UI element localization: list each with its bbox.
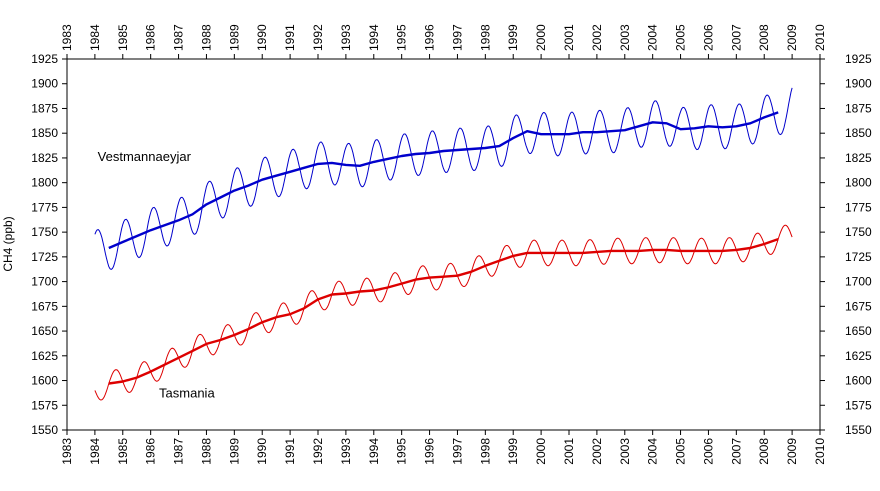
y-tick-label-right: 1725 (845, 250, 872, 264)
x-tick-label-top: 1986 (144, 24, 158, 51)
annotation-tasmania: Tasmania (159, 385, 215, 400)
x-tick-label-top: 1991 (283, 24, 297, 51)
x-tick-label-bottom: 1999 (506, 438, 520, 465)
axis-ticks (62, 54, 825, 435)
y-tick-label-right: 1800 (845, 176, 872, 190)
x-tick-label-top: 1998 (478, 24, 492, 51)
y-tick-label-left: 1825 (31, 151, 58, 165)
y-axis-title: CH4 (ppb) (1, 216, 15, 271)
x-tick-label-top: 2002 (590, 24, 604, 51)
annotation-vestmannaeyjar: Vestmannaeyjar (98, 149, 192, 164)
x-tick-label-bottom: 2003 (618, 438, 632, 465)
x-tick-label-bottom: 1987 (172, 438, 186, 465)
y-tick-label-left: 1675 (31, 299, 58, 313)
x-tick-label-top: 2009 (785, 24, 799, 51)
y-tick-label-right: 1700 (845, 275, 872, 289)
x-tick-label-top: 2010 (813, 24, 827, 51)
y-tick-label-right: 1675 (845, 299, 872, 313)
x-tick-label-bottom: 2000 (534, 438, 548, 465)
y-tick-label-left: 1600 (31, 374, 58, 388)
x-tick-label-bottom: 1993 (339, 438, 353, 465)
x-tick-label-top: 1990 (255, 24, 269, 51)
x-tick-label-bottom: 1994 (367, 438, 381, 465)
y-tick-label-left: 1700 (31, 275, 58, 289)
x-tick-label-top: 1988 (199, 24, 213, 51)
y-tick-label-left: 1925 (31, 52, 58, 66)
series-line-vestmannaeyjar-trend (108, 111, 779, 250)
y-tick-label-left: 1575 (31, 398, 58, 412)
plot-frame (66, 58, 821, 431)
tick-labels: 1983 1983 1984 1984 1985 1985 1986 1986 1987 1987… (31, 24, 872, 465)
x-tick-label-top: 1989 (227, 24, 241, 51)
y-tick-label-left: 1625 (31, 349, 58, 363)
x-tick-label-bottom: 2002 (590, 438, 604, 465)
x-tick-label-bottom: 2007 (729, 438, 743, 465)
y-tick-label-left: 1550 (31, 423, 58, 437)
series-line-vestmannaeyjar (94, 87, 793, 270)
x-tick-label-bottom: 1983 (60, 438, 74, 465)
x-tick-label-top: 2003 (618, 24, 632, 51)
x-tick-label-top: 1999 (506, 24, 520, 51)
x-tick-label-top: 1992 (311, 24, 325, 51)
x-tick-label-bottom: 1985 (116, 438, 130, 465)
x-tick-label-top: 2006 (701, 24, 715, 51)
y-tick-label-left: 1800 (31, 176, 58, 190)
x-tick-label-top: 1997 (450, 24, 464, 51)
y-tick-label-right: 1650 (845, 324, 872, 338)
x-tick-label-bottom: 2004 (646, 438, 660, 465)
x-tick-label-bottom: 1990 (255, 438, 269, 465)
y-tick-label-right: 1575 (845, 398, 872, 412)
x-tick-label-bottom: 1991 (283, 438, 297, 465)
x-tick-label-bottom: 1988 (199, 438, 213, 465)
y-tick-label-right: 1850 (845, 126, 872, 140)
x-tick-label-bottom: 1989 (227, 438, 241, 465)
x-tick-label-top: 2008 (757, 24, 771, 51)
y-tick-label-right: 1875 (845, 101, 872, 115)
y-tick-label-left: 1725 (31, 250, 58, 264)
y-tick-label-right: 1625 (845, 349, 872, 363)
x-tick-label-top: 1994 (367, 24, 381, 51)
x-tick-label-bottom: 1998 (478, 438, 492, 465)
x-tick-label-bottom: 1992 (311, 438, 325, 465)
x-tick-label-bottom: 1996 (423, 438, 437, 465)
x-tick-label-top: 1996 (423, 24, 437, 51)
y-tick-label-left: 1750 (31, 225, 58, 239)
x-tick-label-bottom: 2008 (757, 438, 771, 465)
y-tick-label-left: 1850 (31, 126, 58, 140)
series-line-tasmania-trend (108, 237, 779, 385)
y-tick-label-right: 1825 (845, 151, 872, 165)
x-tick-label-top: 2001 (562, 24, 576, 51)
x-tick-label-bottom: 2001 (562, 438, 576, 465)
y-tick-label-left: 1775 (31, 200, 58, 214)
y-tick-label-right: 1925 (845, 52, 872, 66)
x-tick-label-bottom: 2010 (813, 438, 827, 465)
x-tick-label-top: 1985 (116, 24, 130, 51)
y-tick-label-left: 1900 (31, 77, 58, 91)
x-tick-label-top: 1995 (395, 24, 409, 51)
y-tick-label-left: 1875 (31, 101, 58, 115)
y-tick-label-right: 1750 (845, 225, 872, 239)
x-tick-label-bottom: 2005 (674, 438, 688, 465)
x-tick-label-top: 1984 (88, 24, 102, 51)
y-tick-label-right: 1775 (845, 200, 872, 214)
x-tick-label-top: 2004 (646, 24, 660, 51)
x-tick-label-top: 2007 (729, 24, 743, 51)
x-tick-label-bottom: 1984 (88, 438, 102, 465)
x-tick-label-bottom: 2009 (785, 438, 799, 465)
y-tick-label-right: 1550 (845, 423, 872, 437)
x-tick-label-bottom: 1986 (144, 438, 158, 465)
x-tick-label-top: 1987 (172, 24, 186, 51)
y-tick-label-right: 1900 (845, 77, 872, 91)
x-tick-label-bottom: 1995 (395, 438, 409, 465)
x-tick-label-top: 2005 (674, 24, 688, 51)
x-tick-label-top: 1993 (339, 24, 353, 51)
x-tick-label-bottom: 2006 (701, 438, 715, 465)
x-tick-label-bottom: 1997 (450, 438, 464, 465)
x-tick-label-top: 2000 (534, 24, 548, 51)
y-tick-label-right: 1600 (845, 374, 872, 388)
series-layer (94, 87, 793, 401)
x-tick-label-top: 1983 (60, 24, 74, 51)
y-tick-label-left: 1650 (31, 324, 58, 338)
